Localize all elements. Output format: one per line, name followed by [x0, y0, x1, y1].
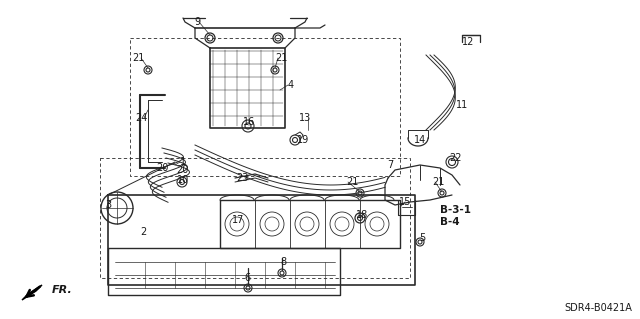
- Text: 13: 13: [299, 113, 311, 123]
- Text: 10: 10: [177, 175, 189, 185]
- Text: 5: 5: [419, 233, 425, 243]
- Text: 6: 6: [244, 273, 250, 283]
- Text: B-3-1: B-3-1: [440, 205, 471, 215]
- Text: 15: 15: [399, 197, 411, 207]
- Text: B-4: B-4: [440, 217, 460, 227]
- Text: 21: 21: [132, 53, 144, 63]
- Text: FR.: FR.: [52, 285, 73, 295]
- Text: 16: 16: [243, 117, 255, 127]
- Text: SDR4-B0421A: SDR4-B0421A: [564, 303, 632, 313]
- Text: 21: 21: [346, 177, 358, 187]
- Text: 23: 23: [236, 173, 248, 183]
- Text: 7: 7: [387, 160, 393, 170]
- Text: 21: 21: [275, 53, 287, 63]
- Text: 12: 12: [462, 37, 474, 47]
- Text: 24: 24: [135, 113, 147, 123]
- Text: 8: 8: [280, 257, 286, 267]
- Text: 22: 22: [449, 153, 461, 163]
- Text: 4: 4: [288, 80, 294, 90]
- Text: 11: 11: [456, 100, 468, 110]
- Text: 21: 21: [432, 177, 444, 187]
- Text: 2: 2: [140, 227, 146, 237]
- Text: 9: 9: [194, 17, 200, 27]
- Text: 3: 3: [105, 200, 111, 210]
- Polygon shape: [22, 285, 42, 300]
- Text: 14: 14: [414, 135, 426, 145]
- Text: 20: 20: [176, 165, 188, 175]
- Bar: [130, 38, 400, 176]
- Text: 19: 19: [297, 135, 309, 145]
- Text: 17: 17: [232, 215, 244, 225]
- Text: 20: 20: [156, 163, 168, 173]
- Text: 18: 18: [356, 210, 368, 220]
- Text: 1: 1: [180, 157, 186, 167]
- Bar: [100, 158, 410, 278]
